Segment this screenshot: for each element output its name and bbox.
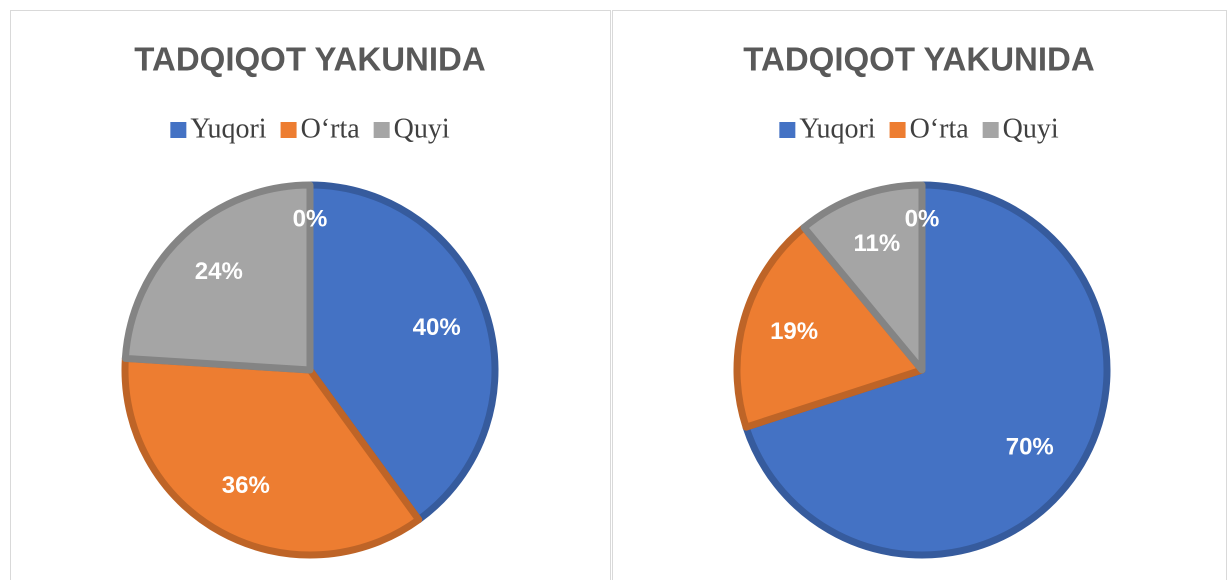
legend-label: Quyi: [394, 113, 450, 144]
pie-slice: [733, 223, 926, 431]
legend-swatch: [373, 122, 390, 138]
legend-swatch: [889, 122, 906, 138]
pie-slice: [306, 181, 499, 524]
legend-swatch: [280, 122, 297, 138]
legend-label: O‘rta: [301, 113, 361, 144]
data-label: 0%: [905, 205, 940, 232]
legend-label: O‘rta: [910, 113, 970, 144]
chart-title: TADQIQOT YAKUNIDA: [743, 41, 1094, 78]
data-label: 19%: [770, 318, 818, 345]
pie-slice: [742, 181, 1111, 559]
legend-label: Yuqori: [799, 113, 875, 144]
panel-border: [612, 10, 1227, 580]
legend: Yuqori O‘rta Quyi: [779, 113, 1059, 144]
data-label: 0%: [293, 205, 328, 232]
legend-swatch: [982, 122, 999, 138]
panel-border: [10, 10, 611, 580]
legend-swatch: [779, 122, 796, 138]
legend: Yuqori O‘rta Quyi: [170, 113, 450, 144]
data-label: 70%: [1006, 434, 1054, 461]
pie-slice: [800, 181, 926, 374]
data-label: 11%: [854, 230, 901, 257]
legend-label: Quyi: [1003, 113, 1059, 144]
legend-swatch: [170, 122, 187, 138]
pie-slice: [121, 354, 423, 559]
legend-label: Yuqori: [190, 113, 266, 144]
pie-slice: [121, 181, 314, 374]
data-label: 24%: [195, 258, 243, 285]
data-label: 40%: [413, 314, 461, 341]
data-label: 36%: [222, 472, 270, 499]
chart-title: TADQIQOT YAKUNIDA: [134, 41, 485, 78]
